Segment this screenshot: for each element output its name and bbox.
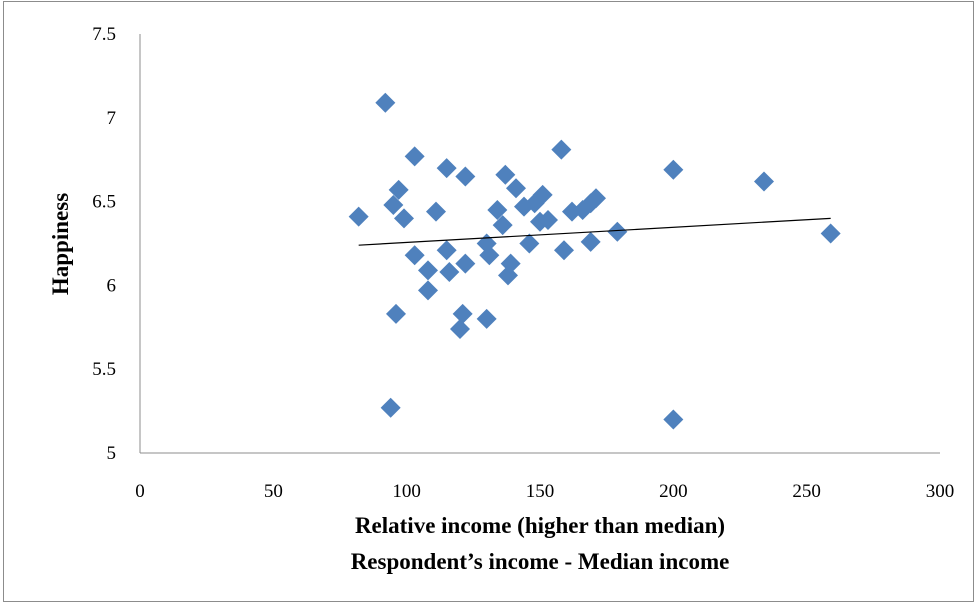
data-point (394, 208, 414, 229)
data-point (554, 240, 574, 261)
data-point (404, 146, 425, 167)
data-points (348, 92, 841, 430)
x-tick-label: 200 (659, 481, 688, 502)
y-tick-labels: 5 5.5 6 6.5 7 7.5 (92, 24, 116, 464)
data-point (380, 397, 401, 418)
x-tick-label: 300 (926, 481, 955, 502)
data-point (506, 178, 526, 199)
data-point (476, 308, 497, 329)
data-point (388, 179, 409, 200)
x-tick-label: 150 (526, 481, 555, 502)
data-point (348, 206, 369, 227)
data-point (492, 215, 513, 236)
data-point (375, 92, 396, 113)
data-point (500, 253, 521, 274)
x-tick-label: 250 (792, 481, 821, 502)
y-axis-title: Happiness (48, 193, 73, 295)
data-point (663, 409, 684, 430)
chart-frame (3, 1, 974, 602)
x-tick-label: 0 (135, 481, 145, 502)
data-point (538, 210, 558, 231)
data-point (418, 280, 438, 301)
data-point (479, 245, 500, 266)
data-point (754, 171, 774, 192)
data-point (439, 261, 460, 282)
x-axis-title-line2: Respondent’s income - Median income (351, 549, 730, 574)
data-point (452, 303, 473, 324)
data-point (436, 240, 457, 261)
data-point (426, 201, 446, 222)
data-point (586, 188, 606, 209)
y-tick-label: 7.5 (92, 24, 116, 45)
data-point (519, 233, 540, 254)
data-point (532, 184, 553, 205)
x-axis-title: Relative income (higher than median) (355, 513, 725, 538)
data-point (551, 139, 572, 160)
data-point (663, 159, 684, 180)
data-point (455, 253, 476, 274)
data-point (455, 166, 476, 187)
data-point (404, 245, 425, 266)
x-tick-labels: 0 50 100 150 200 250 300 (135, 481, 954, 502)
y-tick-label: 6.5 (92, 192, 116, 213)
y-tick-label: 5.5 (92, 359, 116, 380)
data-point (383, 194, 404, 215)
data-point (436, 158, 457, 179)
y-tick-label: 6 (107, 275, 117, 296)
data-point (487, 199, 508, 220)
data-point (580, 231, 601, 252)
data-point (820, 223, 841, 244)
data-point (418, 260, 438, 281)
data-point (607, 221, 628, 242)
y-tick-label: 5 (107, 443, 117, 464)
trendline (358, 217, 831, 246)
data-point (495, 164, 516, 185)
data-point (450, 318, 470, 339)
axes (139, 34, 940, 454)
y-tick-label: 7 (107, 108, 117, 129)
data-point (386, 303, 406, 324)
x-tick-label: 100 (392, 481, 421, 502)
x-tick-label: 50 (264, 481, 283, 502)
